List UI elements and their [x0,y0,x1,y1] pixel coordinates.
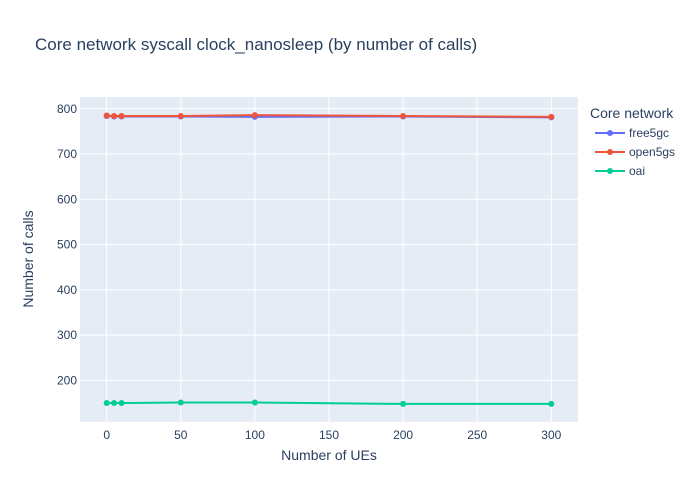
y-axis-ticks: 200 300 400 500 600 700 800 [57,102,77,388]
y-tick-label: 300 [57,328,77,342]
x-tick-label: 200 [393,428,413,442]
legend-title: Core network [590,105,674,121]
data-point-oai [111,399,118,406]
data-point-open5gs [251,112,258,119]
legend-item-free5gc[interactable]: free5gc [595,126,669,140]
data-point-open5gs [177,113,184,120]
y-tick-label: 400 [57,283,77,297]
x-tick-label: 100 [245,428,265,442]
y-tick-label: 200 [57,373,77,387]
x-tick-label: 300 [541,428,561,442]
data-point-oai [548,400,555,407]
data-point-oai [177,399,184,406]
data-point-oai [251,399,258,406]
series [103,112,555,407]
legend-label: oai [629,164,645,178]
data-point-oai [118,399,125,406]
data-point-open5gs [548,113,555,120]
y-tick-label: 700 [57,147,77,161]
legend: Core network free5gc open5gs oai [590,105,675,178]
x-axis-ticks: 0 50 100 150 200 250 300 [103,428,561,442]
series-open5gs [103,112,555,120]
chart-title: Core network syscall clock_nanosleep (by… [35,35,477,54]
legend-item-oai[interactable]: oai [595,164,645,178]
data-point-open5gs [103,112,110,119]
data-point-oai [400,400,407,407]
y-axis-title: Number of calls [20,210,36,307]
grid [80,97,578,422]
legend-marker [607,168,613,174]
legend-marker [607,149,613,155]
legend-item-open5gs[interactable]: open5gs [595,145,675,159]
y-tick-label: 600 [57,192,77,206]
data-point-open5gs [400,113,407,120]
legend-marker [607,130,613,136]
x-tick-label: 50 [174,428,188,442]
y-tick-label: 800 [57,102,77,116]
data-point-open5gs [111,113,118,120]
x-tick-label: 0 [103,428,110,442]
series-oai [103,399,555,407]
legend-label: free5gc [629,126,669,140]
x-tick-label: 150 [319,428,339,442]
x-axis-title: Number of UEs [281,447,377,463]
legend-label: open5gs [629,145,675,159]
x-tick-label: 250 [467,428,487,442]
data-point-oai [103,399,110,406]
y-tick-label: 500 [57,238,77,252]
data-point-open5gs [118,113,125,120]
